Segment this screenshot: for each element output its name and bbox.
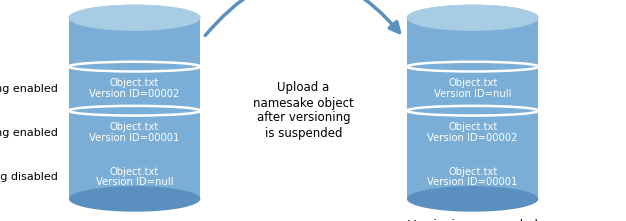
Text: Versioning suspended: Versioning suspended — [408, 219, 538, 221]
Text: Object.txt: Object.txt — [110, 167, 159, 177]
FancyArrowPatch shape — [205, 0, 399, 35]
Ellipse shape — [407, 104, 538, 118]
Text: Object.txt: Object.txt — [448, 78, 497, 88]
Ellipse shape — [407, 62, 538, 71]
Ellipse shape — [69, 5, 200, 30]
Text: Object.txt: Object.txt — [110, 122, 159, 132]
Text: Upload a
namesake object
after versioning
is suspended: Upload a namesake object after versionin… — [254, 82, 354, 139]
Ellipse shape — [69, 59, 200, 74]
Text: Version ID=00001: Version ID=00001 — [428, 177, 518, 187]
Ellipse shape — [69, 106, 200, 116]
Text: Versioning enabled: Versioning enabled — [0, 128, 58, 138]
Text: Object.txt: Object.txt — [448, 122, 497, 132]
Text: Version ID=00002: Version ID=00002 — [90, 89, 180, 99]
Ellipse shape — [407, 186, 538, 212]
Ellipse shape — [407, 59, 538, 74]
Text: Versioning disabled: Versioning disabled — [0, 172, 58, 182]
Text: Version ID=00002: Version ID=00002 — [428, 133, 518, 143]
Text: Versioning enabled: Versioning enabled — [0, 84, 58, 94]
Ellipse shape — [407, 106, 538, 116]
Text: Object.txt: Object.txt — [448, 167, 497, 177]
Ellipse shape — [69, 62, 200, 71]
Text: Version ID=null: Version ID=null — [434, 89, 511, 99]
Ellipse shape — [69, 186, 200, 212]
Text: Version ID=00001: Version ID=00001 — [90, 133, 180, 143]
Ellipse shape — [69, 104, 200, 118]
Text: Version ID=null: Version ID=null — [96, 177, 173, 187]
Ellipse shape — [407, 5, 538, 30]
Text: Object.txt: Object.txt — [110, 78, 159, 88]
FancyBboxPatch shape — [407, 18, 538, 199]
FancyBboxPatch shape — [69, 18, 200, 199]
